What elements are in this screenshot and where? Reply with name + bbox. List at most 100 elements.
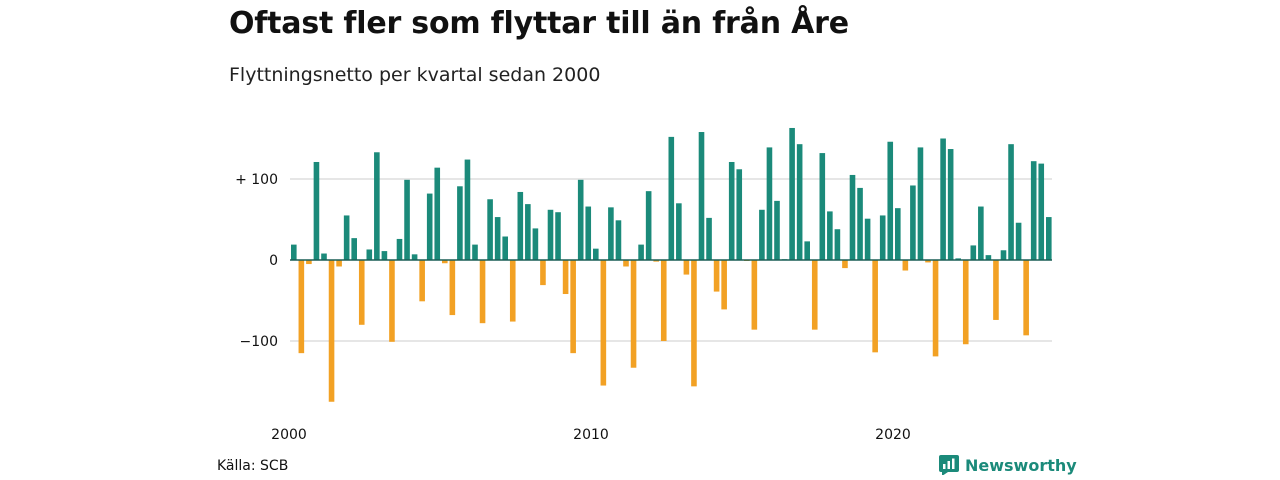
bar — [562, 260, 569, 295]
bar — [849, 174, 856, 260]
x-tick-label: 2000 — [271, 427, 307, 443]
bar — [328, 260, 335, 402]
bar — [1046, 217, 1052, 260]
bar — [336, 260, 342, 267]
bar — [713, 260, 720, 292]
bar — [1030, 161, 1037, 260]
bar — [842, 260, 848, 269]
bar — [509, 260, 516, 322]
source-note: Källa: SCB — [217, 458, 289, 474]
newsworthy-logo-icon — [939, 455, 959, 475]
bar — [585, 206, 592, 260]
bar — [660, 260, 667, 341]
bar — [691, 260, 697, 387]
bar — [796, 144, 803, 260]
y-tick-label: −100 — [240, 334, 278, 350]
bar — [630, 260, 637, 368]
bar — [321, 253, 327, 260]
bar — [887, 141, 894, 260]
bar — [653, 260, 659, 262]
bar — [343, 215, 350, 260]
bar — [472, 244, 478, 260]
x-axis-ticks: 2000 2010 2020 — [271, 427, 911, 443]
bar — [872, 260, 878, 353]
y-axis-ticks: + 100 0 −100 — [235, 172, 278, 350]
bar — [411, 254, 418, 260]
bar — [389, 260, 395, 342]
bar — [358, 260, 365, 325]
bar — [449, 260, 456, 316]
bar — [487, 199, 493, 260]
bar — [1000, 250, 1007, 260]
bar — [1023, 260, 1029, 336]
y-tick-label: 0 — [269, 253, 278, 269]
bar — [419, 260, 425, 302]
bar — [555, 212, 561, 260]
bar — [962, 260, 969, 345]
chart-title: Oftast fler som flyttar till än från Åre — [229, 6, 849, 41]
bar — [676, 203, 682, 260]
bar — [570, 260, 576, 354]
bar — [932, 260, 939, 357]
bar — [525, 204, 531, 260]
bar — [547, 209, 554, 260]
bar — [381, 251, 388, 260]
bar — [1038, 163, 1045, 260]
bar — [615, 220, 622, 260]
bar — [683, 260, 690, 275]
bar — [464, 159, 471, 260]
bar — [540, 260, 546, 286]
bar — [306, 260, 312, 265]
bar — [910, 185, 916, 260]
bar — [404, 179, 410, 260]
bar — [879, 215, 886, 260]
bar — [766, 147, 773, 260]
bar — [728, 161, 735, 260]
bar — [517, 191, 524, 260]
bar — [955, 258, 961, 260]
bar — [811, 260, 818, 330]
bar — [426, 193, 433, 260]
bar — [502, 236, 508, 260]
bar — [819, 153, 826, 260]
bar — [577, 179, 584, 260]
bar — [698, 132, 705, 260]
bar — [494, 217, 501, 260]
bar — [1015, 222, 1022, 260]
brand-name: Newsworthy — [965, 455, 1077, 475]
bar — [457, 186, 463, 260]
bar — [917, 147, 924, 260]
bar — [313, 161, 320, 260]
bar — [947, 149, 954, 260]
bar — [857, 187, 863, 260]
chart-subtitle: Flyttningsnetto per kvartal sedan 2000 — [229, 64, 601, 86]
bar — [479, 260, 486, 324]
bar — [789, 127, 795, 260]
bar — [774, 200, 780, 260]
bars — [291, 127, 1052, 402]
newsworthy-brand: Newsworthy — [939, 455, 1077, 475]
bar — [925, 260, 931, 263]
bar — [721, 260, 727, 310]
bar — [1008, 144, 1014, 260]
y-tick-label: + 100 — [235, 172, 278, 188]
bar-chart: + 100 0 −100 2000 2010 2020 — [235, 127, 1052, 443]
bar — [804, 241, 810, 260]
bar — [834, 229, 841, 260]
bar — [623, 260, 629, 267]
bar — [298, 260, 305, 354]
bar — [442, 260, 448, 264]
bar — [902, 260, 909, 271]
bar — [434, 167, 441, 260]
bar — [864, 218, 871, 260]
bar — [759, 209, 765, 260]
bar — [706, 217, 712, 260]
bar — [593, 248, 599, 260]
bar — [985, 255, 992, 260]
bar — [993, 260, 999, 320]
bar — [978, 206, 984, 260]
bar — [608, 207, 614, 260]
bar — [895, 208, 901, 260]
bar — [600, 260, 607, 386]
bar — [532, 228, 539, 260]
